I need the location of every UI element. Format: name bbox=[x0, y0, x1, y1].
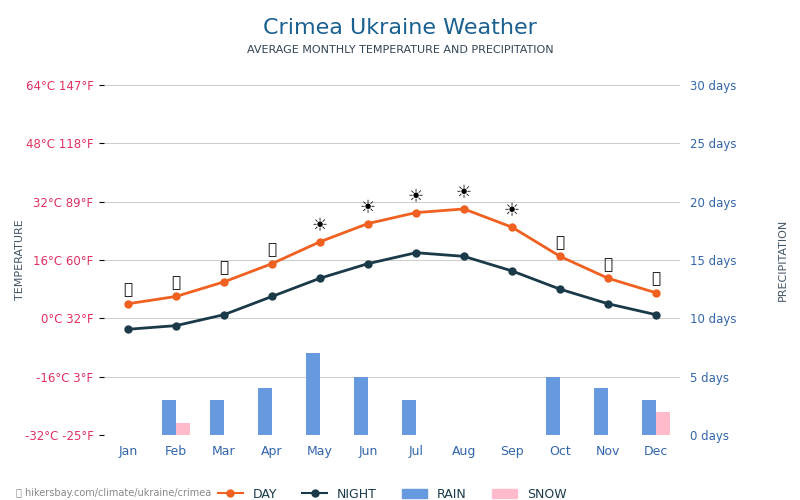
Text: 🌤: 🌤 bbox=[171, 275, 181, 290]
Text: ⛅: ⛅ bbox=[651, 271, 661, 286]
Bar bbox=[656, 412, 670, 435]
Bar bbox=[176, 424, 190, 435]
Bar bbox=[354, 376, 368, 435]
Text: Crimea Ukraine Weather: Crimea Ukraine Weather bbox=[263, 18, 537, 38]
Text: 🌤: 🌤 bbox=[267, 242, 277, 257]
Text: ⛅: ⛅ bbox=[603, 256, 613, 272]
Bar bbox=[546, 376, 560, 435]
Text: 🌤: 🌤 bbox=[555, 235, 565, 250]
Text: AVERAGE MONTHLY TEMPERATURE AND PRECIPITATION: AVERAGE MONTHLY TEMPERATURE AND PRECIPIT… bbox=[246, 45, 554, 55]
Text: TEMPERATURE: TEMPERATURE bbox=[15, 220, 25, 300]
Bar bbox=[258, 388, 272, 435]
Legend: DAY, NIGHT, RAIN, SNOW: DAY, NIGHT, RAIN, SNOW bbox=[213, 483, 571, 500]
Bar bbox=[306, 354, 320, 435]
Text: ☀: ☀ bbox=[408, 188, 424, 206]
Bar bbox=[402, 400, 416, 435]
Text: 🌤: 🌤 bbox=[219, 260, 229, 276]
Text: ☀: ☀ bbox=[312, 217, 328, 235]
Text: 🌐 hikersbay.com/climate/ukraine/crimea: 🌐 hikersbay.com/climate/ukraine/crimea bbox=[16, 488, 211, 498]
Text: ⛅: ⛅ bbox=[123, 282, 133, 297]
Text: ☀: ☀ bbox=[360, 199, 376, 217]
Bar bbox=[210, 400, 224, 435]
Bar bbox=[162, 400, 176, 435]
Text: ☀: ☀ bbox=[456, 184, 472, 202]
Bar bbox=[642, 400, 656, 435]
Bar bbox=[594, 388, 608, 435]
Text: ☀: ☀ bbox=[504, 202, 520, 220]
Text: PRECIPITATION: PRECIPITATION bbox=[778, 219, 787, 301]
